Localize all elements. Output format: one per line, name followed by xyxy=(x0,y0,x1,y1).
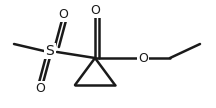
Text: O: O xyxy=(58,7,68,21)
Text: O: O xyxy=(90,3,100,17)
Text: O: O xyxy=(138,52,148,64)
Text: S: S xyxy=(46,44,54,58)
Text: O: O xyxy=(35,83,45,95)
